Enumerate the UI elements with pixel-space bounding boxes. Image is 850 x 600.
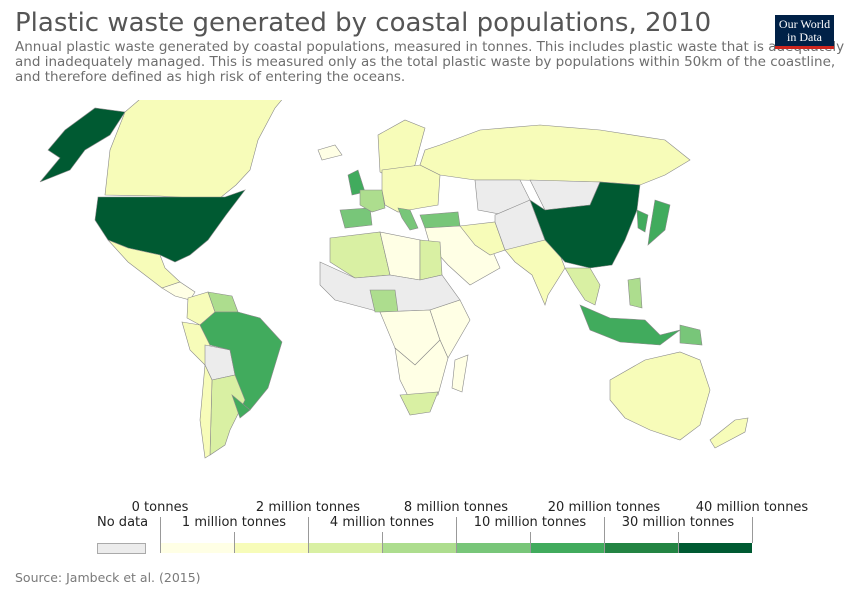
- legend-label-8: 30 million tonnes: [621, 515, 735, 530]
- country-japan[interactable]: [647, 199, 671, 246]
- country-france[interactable]: [359, 189, 386, 213]
- legend-tick-1: [160, 517, 161, 543]
- country-egypt[interactable]: [419, 239, 443, 281]
- country-italy[interactable]: [397, 207, 419, 231]
- country-alaska[interactable]: [39, 107, 126, 183]
- legend-label-9: 40 million tonnes: [695, 500, 809, 515]
- legend-label-6: 10 million tonnes: [473, 515, 587, 530]
- source-note: Source: Jambeck et al. (2015): [15, 570, 201, 585]
- logo-line-1: Our World: [778, 17, 831, 31]
- legend-bin-3[interactable]: [308, 543, 382, 553]
- legend-tick-4: [382, 532, 383, 543]
- country-southern-africa[interactable]: [394, 339, 449, 401]
- color-legend: No data 0 tonnes 1 million tonnes 2 millio…: [0, 495, 850, 565]
- legend-tick-8: [678, 532, 679, 543]
- legend-bin-8[interactable]: [678, 543, 752, 553]
- legend-tick-6: [530, 532, 531, 543]
- chart-title: Plastic waste generated by coastal popul…: [15, 8, 712, 38]
- country-philippines[interactable]: [627, 277, 643, 309]
- legend-label-3: 2 million tonnes: [255, 500, 361, 515]
- legend-bin-5[interactable]: [456, 543, 530, 553]
- legend-label-4: 4 million tonnes: [329, 515, 435, 530]
- legend-tick-7: [604, 517, 605, 543]
- legend-bin-7[interactable]: [604, 543, 678, 553]
- legend-bin-6[interactable]: [530, 543, 604, 553]
- country-turkey[interactable]: [419, 211, 461, 229]
- legend-label-5: 8 million tonnes: [403, 500, 509, 515]
- country-iran[interactable]: [459, 221, 506, 256]
- country-spain[interactable]: [339, 207, 373, 229]
- country-uruguay[interactable]: [231, 394, 251, 419]
- chart-subtitle: Annual plastic waste generated by coasta…: [15, 39, 845, 85]
- country-chile[interactable]: [199, 363, 213, 459]
- legend-no-data-swatch[interactable]: [97, 543, 146, 554]
- country-papua-new-guinea[interactable]: [679, 324, 703, 346]
- country-south-africa[interactable]: [399, 391, 439, 416]
- legend-bin-4[interactable]: [382, 543, 456, 553]
- owid-logo[interactable]: Our World in Data: [775, 15, 834, 49]
- logo-line-2: in Data: [787, 30, 822, 44]
- country-nigeria[interactable]: [369, 289, 399, 313]
- country-australia[interactable]: [609, 351, 711, 441]
- legend-no-data-label: No data: [97, 515, 149, 530]
- country-china[interactable]: [529, 181, 641, 269]
- country-new-zealand[interactable]: [709, 417, 749, 449]
- legend-label-1: 0 tonnes: [131, 500, 189, 515]
- country-united-states[interactable]: [94, 189, 246, 263]
- country-central-america[interactable]: [161, 281, 196, 301]
- legend-label-7: 20 million tonnes: [547, 500, 661, 515]
- legend-tick-3: [308, 517, 309, 543]
- world-map-svg[interactable]: [0, 100, 850, 495]
- country-brazil[interactable]: [199, 311, 283, 411]
- legend-tick-5: [456, 517, 457, 543]
- legend-tick-9: [752, 517, 753, 543]
- legend-tick-2: [234, 532, 235, 543]
- country-southeast-asia[interactable]: [564, 267, 601, 306]
- country-canada[interactable]: [104, 100, 300, 199]
- country-iceland[interactable]: [317, 144, 343, 161]
- country-madagascar[interactable]: [451, 354, 469, 393]
- country-korea[interactable]: [636, 209, 649, 233]
- country-east-africa[interactable]: [429, 299, 471, 359]
- legend-bin-1[interactable]: [160, 543, 234, 553]
- legend-label-2: 1 million tonnes: [181, 515, 287, 530]
- world-map[interactable]: [0, 100, 850, 495]
- legend-bin-2[interactable]: [234, 543, 308, 553]
- country-central-europe[interactable]: [381, 164, 441, 213]
